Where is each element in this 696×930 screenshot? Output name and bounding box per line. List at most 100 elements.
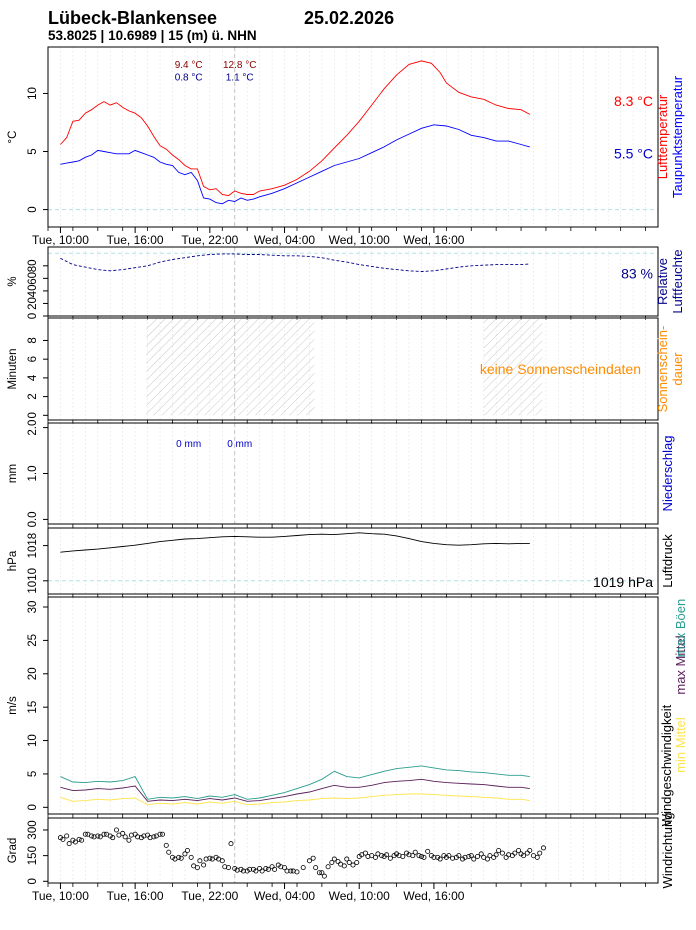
x-tick-label: Wed, 10:00: [329, 233, 390, 247]
wind-direction-point: [493, 852, 499, 858]
side-label: Windgeschwindigkeit: [659, 704, 674, 826]
wind-direction-point: [284, 868, 290, 874]
temperature-panel: 0 5 10 °C 9.4 °C 0.8 °C 12.8 °C 1.1 °C 8.3 °C 5.5…: [7, 46, 685, 247]
y-tick-label: 0: [27, 206, 39, 212]
wind-direction-point: [384, 852, 390, 858]
wind-direction-point: [166, 849, 172, 855]
wind-direction-point: [201, 862, 207, 868]
wind-direction-point: [400, 853, 406, 859]
wind-direction-point: [331, 856, 337, 862]
wind-direction-point: [466, 853, 472, 859]
wind-direction-point: [516, 848, 522, 854]
x-tick-label: Wed, 16:00: [403, 233, 464, 247]
y-tick-label: 300: [27, 820, 39, 839]
wind-direction-point: [269, 864, 275, 870]
value-annotation: 9.4 °C: [175, 60, 203, 71]
wind-direction-point: [110, 835, 116, 841]
no-sunshine-data-note: keine Sonnenscheindaten: [480, 361, 641, 377]
station-name: Lübeck-Blankensee: [48, 8, 218, 28]
wind-direction-point: [362, 850, 368, 856]
wind-direction-point: [145, 832, 151, 838]
y-axis-title: %: [7, 276, 19, 286]
wind-direction-point: [416, 853, 422, 859]
wind-direction-point: [437, 856, 443, 862]
panel-frame: [47, 422, 659, 525]
y-tick-label: 5: [27, 148, 39, 154]
wind-series-max-böen: [60, 765, 530, 800]
wind-direction-point: [178, 855, 184, 861]
wind-direction-point: [431, 854, 437, 860]
wind-direction-panel: 0 150 300 Grad Windrichtung Tue, 10:00 Tue, 16…: [7, 813, 675, 903]
y-tick-label: 10: [27, 734, 39, 747]
y-tick-label: 60: [27, 272, 39, 285]
y-tick-label: 2.0: [27, 420, 39, 436]
y-tick-label: 0: [27, 412, 39, 418]
current-value-label: 83 %: [621, 265, 653, 281]
y-tick-label: 15: [27, 701, 39, 714]
wind-direction-point: [122, 834, 128, 840]
wind-direction-point: [319, 870, 325, 876]
x-tick-label: Tue, 22:00: [181, 889, 238, 903]
x-tick-label: Tue, 22:00: [181, 233, 238, 247]
wind-direction-point: [72, 839, 78, 845]
y-tick-label: 0: [27, 878, 39, 884]
wind-direction-point: [310, 855, 316, 861]
y-axis-title: mm: [7, 464, 19, 483]
wind-direction-point: [316, 870, 322, 876]
wind-direction-point: [282, 865, 288, 871]
wind-direction-point: [257, 865, 263, 871]
y-tick-label: 10: [27, 87, 39, 100]
wind-direction-point: [306, 858, 312, 864]
value-annotation: 12.8 °C: [223, 60, 256, 71]
wind-direction-point: [335, 859, 341, 865]
side-label: Luftfeuchte: [670, 249, 685, 313]
side-label: Sonnenschein-: [655, 326, 670, 413]
wind-direction-point: [89, 833, 95, 839]
panel-frame: [47, 246, 659, 317]
y-tick-label: 1.0: [27, 466, 39, 482]
y-tick-label: 0: [27, 804, 39, 810]
panel-frame: [47, 817, 659, 884]
wind-direction-point: [95, 833, 101, 839]
wind-direction-point: [272, 866, 278, 872]
panel-frame: [47, 317, 659, 421]
wind-direction-point: [226, 865, 232, 871]
wind-direction-point: [468, 853, 474, 859]
wind-direction-point: [372, 854, 378, 860]
side-label: Taupunktstemperatur: [670, 75, 685, 198]
wind-direction-point: [512, 850, 518, 856]
value-annotation: 0 mm: [176, 439, 201, 450]
wind-direction-point: [263, 865, 269, 871]
wind-direction-point: [446, 853, 452, 859]
wind-direction-point: [132, 831, 138, 837]
y-axis-title: Minuten: [7, 349, 19, 390]
wind-direction-point: [521, 853, 527, 859]
wind-direction-point: [207, 855, 213, 861]
wind-direction-point: [294, 869, 300, 875]
wind-direction-point: [474, 853, 480, 859]
wind-direction-point: [97, 834, 103, 840]
y-tick-label: 20: [27, 297, 39, 310]
wind-direction-point: [354, 859, 360, 865]
chart-panels: 0 5 10 °C 9.4 °C 0.8 °C 12.8 °C 1.1 °C 8.3 °C 5.5…: [7, 46, 688, 903]
wind-direction-point: [240, 868, 246, 874]
x-tick-label: Wed, 04:00: [254, 233, 315, 247]
wind-direction-point: [478, 851, 484, 857]
precipitation-panel: 0.0 1.0 2.0 mm 0 mm 0 mm Niederschlag: [7, 420, 675, 528]
wind-direction-point: [534, 854, 540, 860]
station-coordinates: 53.8025 | 10.6989 | 15 (m) ü. NHN: [48, 28, 257, 43]
side-label: max Mittel: [673, 635, 688, 694]
wind-direction-point: [160, 831, 166, 837]
panel-frame: [47, 527, 659, 595]
wind-direction-point: [313, 865, 319, 871]
side-label: Luftdruck: [660, 534, 675, 588]
wind-direction-point: [471, 856, 477, 862]
side-label: Niederschlag: [660, 436, 675, 512]
wind-direction-point: [410, 853, 416, 859]
y-tick-label: 6: [27, 356, 39, 362]
wind-direction-point: [456, 853, 462, 859]
value-annotation: 0 mm: [227, 439, 252, 450]
wind-direction-point: [60, 836, 66, 842]
wind-direction-point: [157, 831, 163, 837]
